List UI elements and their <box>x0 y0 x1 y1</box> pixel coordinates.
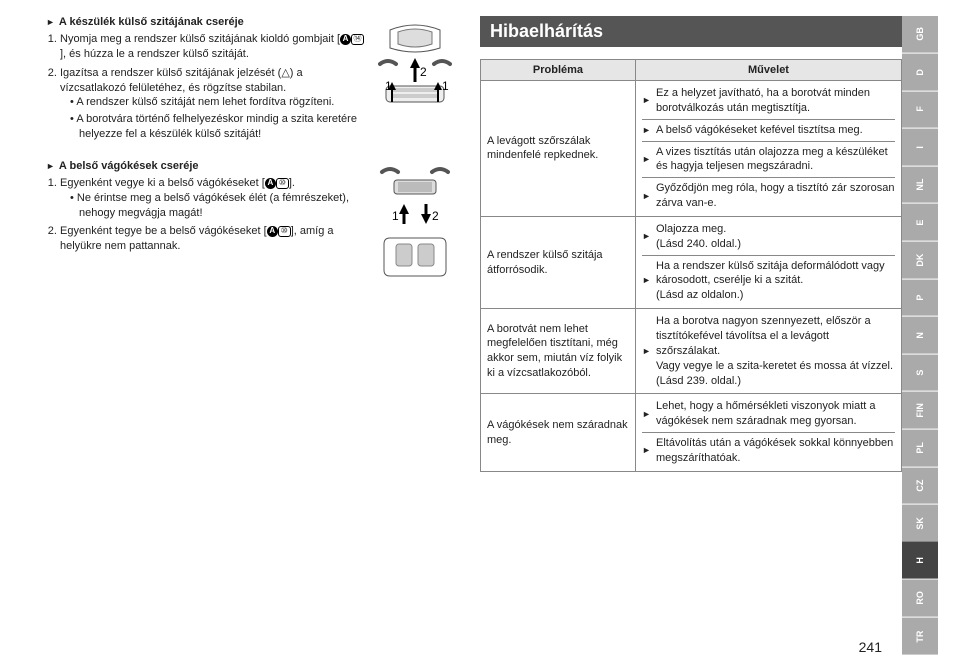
ref-a-icon: A <box>267 226 278 237</box>
triangle-icon <box>46 16 55 28</box>
action-row: A vizes tisztítás után olajozza meg a ké… <box>642 141 895 178</box>
triangle-icon <box>642 93 656 108</box>
triangle-icon <box>642 273 656 288</box>
table-cell-action: Lehet, hogy a hőmérsékleti viszonyok mia… <box>636 394 902 471</box>
th-problem: Probléma <box>481 60 636 81</box>
th-action: Művelet <box>636 60 902 81</box>
triangle-icon <box>642 344 656 359</box>
fig1-label-1b: 1 <box>442 79 449 93</box>
action-text: A vizes tisztítás után olajozza meg a ké… <box>656 145 895 175</box>
table-cell-problem: A rendszer külső szitája átforrósodik. <box>481 216 636 308</box>
lang-tab-fin[interactable]: FIN <box>902 392 938 430</box>
action-text: Eltávolítás után a vágókések sokkal könn… <box>656 436 895 466</box>
action-text: Lehet, hogy a hőmérsékleti viszonyok mia… <box>656 399 895 429</box>
triangle-icon <box>46 160 55 172</box>
action-row: Lehet, hogy a hőmérsékleti viszonyok mia… <box>642 396 895 432</box>
ref-a-icon: A <box>265 178 276 189</box>
fig2-label-1: 1 <box>392 209 399 223</box>
triangle-icon <box>642 443 656 458</box>
action-text: Győződjön meg róla, hogy a tisztító zár … <box>656 181 895 211</box>
triangle-icon <box>642 189 656 204</box>
lang-tab-i[interactable]: I <box>902 129 938 167</box>
lang-tab-d[interactable]: D <box>902 54 938 92</box>
section-title-1: A készülék külső szitájának cseréje <box>59 16 244 28</box>
troubleshooting-heading: Hibaelhárítás <box>480 16 902 47</box>
section-inner-blades: A belső vágókések cseréje Egyenként vegy… <box>32 160 462 294</box>
lang-tab-gb[interactable]: GB <box>902 16 938 54</box>
action-text: Ha a rendszer külső szitája deformálódot… <box>656 259 895 304</box>
action-row: A belső vágókéseket kefével tisztítsa me… <box>642 119 895 141</box>
ref-14-icon: ⑭ <box>351 34 364 45</box>
table-cell-problem: A borotvát nem lehet megfelelően tisztít… <box>481 309 636 394</box>
table-cell-action: Ez a helyzet javítható, ha a borotvát mi… <box>636 81 902 217</box>
action-row: Ha a borotva nagyon szennyezett, először… <box>642 311 895 391</box>
lang-tab-sk[interactable]: SK <box>902 505 938 543</box>
lang-tab-cz[interactable]: CZ <box>902 467 938 505</box>
action-text: A belső vágókéseket kefével tisztítsa me… <box>656 123 895 138</box>
action-text: Ez a helyzet javítható, ha a borotvát mi… <box>656 86 895 116</box>
right-column: Hibaelhárítás Probléma Művelet A levágot… <box>472 16 902 655</box>
table-cell-problem: A levágott szőrszálak mindenfelé repkedn… <box>481 81 636 217</box>
table-cell-action: Ha a borotva nagyon szennyezett, először… <box>636 309 902 394</box>
action-row: Ha a rendszer külső szitája deformálódot… <box>642 255 895 307</box>
ref-10-icon: ⑩ <box>276 178 289 189</box>
bullet-1-2: A borotvára történő felhelyezéskor mindi… <box>70 112 367 142</box>
figure-2: 1 2 <box>367 160 462 294</box>
ref-10-icon: ⑩ <box>278 226 291 237</box>
lang-tab-nl[interactable]: NL <box>902 166 938 204</box>
page-number: 241 <box>859 639 882 655</box>
lang-tab-f[interactable]: F <box>902 91 938 129</box>
action-row: Eltávolítás után a vágókések sokkal könn… <box>642 432 895 469</box>
section-heading-1: A készülék külső szitájának cseréje <box>46 16 367 28</box>
language-tabs: GBDFINLEDKPNSFINPLCZSKHROTR <box>902 16 938 655</box>
ref-a-icon: A <box>340 34 351 45</box>
table-cell-action: Olajozza meg. (Lásd 240. oldal.) Ha a ren… <box>636 216 902 308</box>
step-2-2: Egyenként tegye be a belső vágókéseket [… <box>60 224 367 254</box>
blade-diagram-icon: 1 2 <box>370 164 460 294</box>
fig1-label-1a: 1 <box>385 79 392 93</box>
figure-1: 1 1 2 <box>367 16 462 146</box>
step-1-2: Igazítsa a rendszer külső szitájának jel… <box>60 66 367 142</box>
lang-tab-pl[interactable]: PL <box>902 430 938 468</box>
lang-tab-e[interactable]: E <box>902 204 938 242</box>
action-text: Olajozza meg. (Lásd 240. oldal.) <box>656 222 895 252</box>
lang-tab-h[interactable]: H <box>902 542 938 580</box>
action-row: Olajozza meg. (Lásd 240. oldal.) <box>642 219 895 255</box>
action-row: Ez a helyzet javítható, ha a borotvát mi… <box>642 83 895 119</box>
action-row: Győződjön meg róla, hogy a tisztító zár … <box>642 177 895 214</box>
foil-diagram-icon: 1 1 2 <box>370 20 460 130</box>
lang-tab-tr[interactable]: TR <box>902 618 938 656</box>
step-2-1: Egyenként vegye ki a belső vágókéseket [… <box>60 176 367 221</box>
table-cell-problem: A vágókések nem száradnak meg. <box>481 394 636 471</box>
page: A készülék külső szitájának cseréje Nyom… <box>0 0 954 671</box>
lang-tab-p[interactable]: P <box>902 279 938 317</box>
triangle-icon <box>642 407 656 422</box>
action-text: Ha a borotva nagyon szennyezett, először… <box>656 314 895 388</box>
section-heading-2: A belső vágókések cseréje <box>46 160 367 172</box>
triangle-icon <box>642 123 656 138</box>
section-title-2: A belső vágókések cseréje <box>59 160 199 172</box>
triangle-icon <box>642 229 656 244</box>
fig2-label-2: 2 <box>432 209 439 223</box>
section-outer-foil: A készülék külső szitájának cseréje Nyom… <box>32 16 462 146</box>
lang-tab-s[interactable]: S <box>902 354 938 392</box>
triangle-icon <box>642 152 656 167</box>
left-column: A készülék külső szitájának cseréje Nyom… <box>32 16 472 655</box>
troubleshooting-table: Probléma Művelet A levágott szőrszálak m… <box>480 59 902 472</box>
bullet-1-1: A rendszer külső szitáját nem lehet ford… <box>70 95 367 110</box>
step-1-1: Nyomja meg a rendszer külső szitájának k… <box>60 32 367 62</box>
fig1-label-2: 2 <box>420 65 427 79</box>
bullet-2-1: Ne érintse meg a belső vágókések élét (a… <box>70 191 367 221</box>
lang-tab-ro[interactable]: RO <box>902 580 938 618</box>
lang-tab-n[interactable]: N <box>902 317 938 355</box>
lang-tab-dk[interactable]: DK <box>902 242 938 280</box>
